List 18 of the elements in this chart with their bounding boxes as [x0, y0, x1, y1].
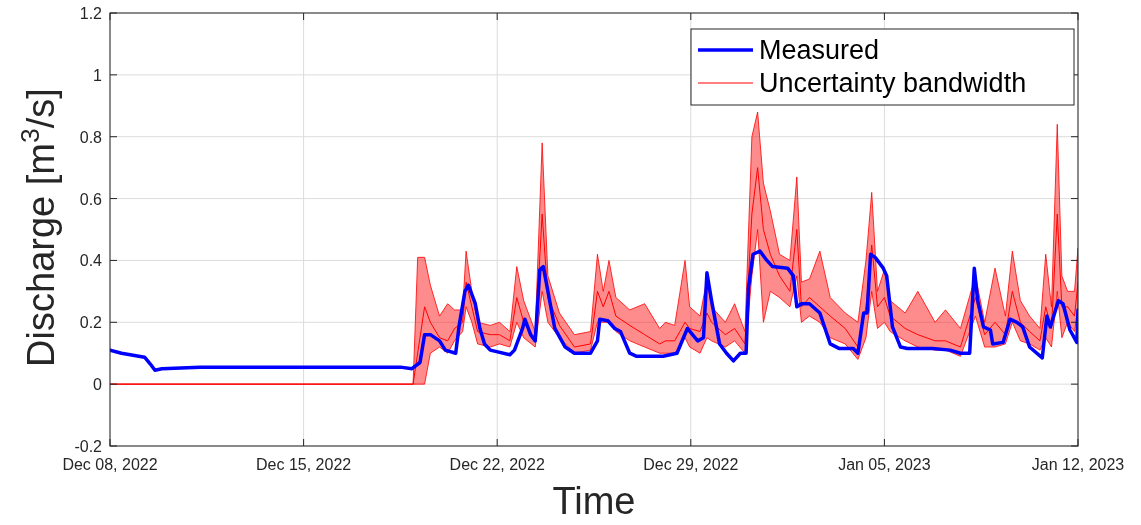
x-tick-label: Jan 12, 2023 [1031, 456, 1125, 473]
x-tick-label: Dec 15, 2022 [256, 456, 352, 473]
x-tick-label: Dec 29, 2022 [643, 456, 739, 473]
x-tick-label: Dec 22, 2022 [449, 456, 545, 473]
y-tick-label: 0.2 [79, 314, 103, 332]
x-tick-label: Dec 08, 2022 [62, 456, 158, 473]
line-series [110, 249, 1078, 372]
x-axis-title: Time [552, 480, 636, 522]
y-tick-label: 0 [93, 376, 103, 394]
y-tick-label: 1 [93, 66, 103, 84]
x-tick-label: Jan 05, 2023 [838, 456, 931, 473]
y-tick-label: -0.2 [74, 438, 103, 455]
legend-label: Uncertainty bandwidth [759, 68, 1027, 98]
y-tick-label: 0.8 [79, 128, 103, 146]
y-tick-label: 0.6 [79, 190, 103, 208]
legend-label: Measured [759, 35, 880, 65]
y-tick-label: 1.2 [79, 5, 103, 22]
y-tick-label: 0.4 [79, 252, 103, 270]
